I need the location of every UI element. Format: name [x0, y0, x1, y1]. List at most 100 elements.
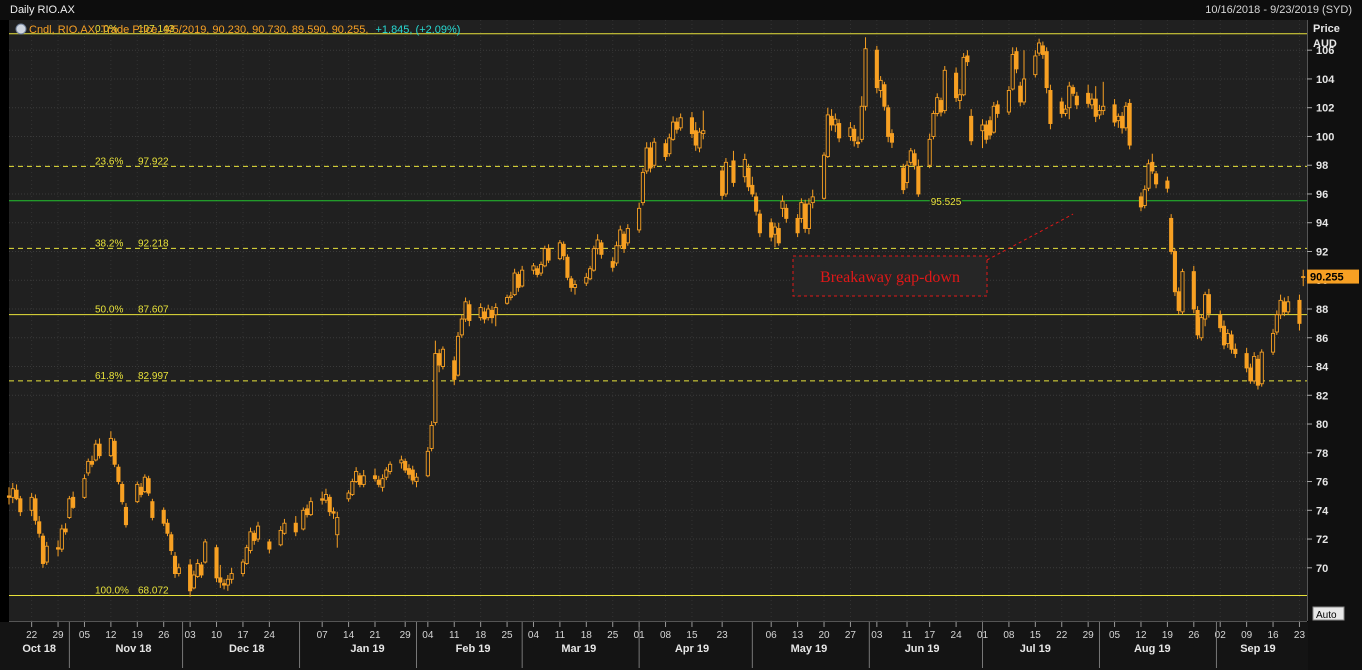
date-tick-label: 25 — [502, 630, 514, 641]
candle-body — [780, 200, 785, 209]
price-tick-label: 102 — [1316, 103, 1334, 115]
candle — [6, 487, 12, 505]
candle-body — [89, 460, 95, 465]
candle — [1006, 86, 1011, 115]
candle-body — [1278, 299, 1283, 316]
candle-body — [327, 496, 332, 513]
candle-body — [689, 117, 695, 135]
candle-body — [821, 154, 827, 199]
candle-body — [516, 274, 521, 288]
candle-body — [531, 265, 536, 271]
candle — [561, 241, 566, 261]
candle-body — [176, 567, 181, 575]
candle — [1123, 101, 1128, 131]
auto-scale-button[interactable]: Auto — [1312, 606, 1345, 621]
candle-body — [1116, 115, 1121, 122]
candle — [1252, 352, 1257, 384]
auto-button-label[interactable]: Auto — [1316, 610, 1337, 621]
price-tick-label: 76 — [1316, 477, 1328, 489]
month-label: Nov 18 — [115, 643, 151, 655]
candle — [927, 133, 932, 169]
candle — [59, 524, 64, 552]
candle-body — [1101, 105, 1106, 112]
candle — [599, 239, 604, 259]
candle-body — [505, 297, 510, 304]
candle — [980, 119, 985, 148]
date-range[interactable]: 10/16/2018 - 9/23/2019 (SYD) — [1205, 4, 1352, 16]
candle — [252, 530, 257, 545]
candle-body — [93, 443, 98, 461]
legend-change: +1.845, (+2.09%) — [375, 24, 460, 36]
candle — [863, 37, 868, 111]
candle-body — [135, 483, 140, 503]
candle-body — [508, 295, 513, 298]
candle-body — [150, 501, 155, 518]
date-tick-label: 22 — [26, 630, 38, 641]
candle — [225, 574, 230, 591]
candle-body — [1074, 95, 1079, 106]
candle-body — [599, 242, 604, 255]
annotation-pointer — [986, 213, 1074, 261]
candle — [218, 564, 223, 588]
candle-body — [1071, 87, 1076, 94]
candle — [331, 507, 336, 519]
candle-body — [67, 498, 72, 518]
candle-body — [542, 248, 547, 267]
candle — [720, 166, 725, 200]
candle-body — [191, 574, 196, 589]
candle — [354, 467, 359, 483]
candle-body — [769, 222, 774, 238]
candle-body — [610, 261, 615, 268]
candle — [652, 137, 657, 169]
candle — [693, 122, 698, 151]
date-tick-label: 07 — [317, 630, 329, 641]
candle — [535, 265, 540, 278]
candle-body — [71, 496, 76, 508]
candle — [1063, 104, 1068, 117]
candle — [995, 100, 1000, 118]
candle-body — [255, 525, 261, 540]
candle — [987, 116, 993, 140]
annotation-box[interactable] — [792, 255, 988, 297]
candle-body — [878, 79, 883, 91]
candle — [625, 224, 630, 246]
candle — [610, 257, 615, 272]
candle-body — [308, 501, 313, 516]
date-tick-label: 14 — [343, 630, 355, 641]
candle-body — [478, 307, 483, 319]
candle-body — [742, 159, 747, 178]
candle-body — [693, 130, 698, 146]
candle-body — [229, 573, 234, 580]
candle-body — [874, 49, 879, 89]
candle-body — [403, 460, 408, 471]
candle — [1146, 159, 1151, 192]
candle-body — [969, 115, 974, 142]
candle — [1221, 320, 1227, 350]
candle-body — [425, 450, 430, 477]
candle — [82, 474, 87, 499]
date-tick-label: 21 — [369, 630, 381, 641]
candle-body — [904, 164, 910, 183]
legend-icon[interactable] — [15, 23, 27, 35]
date-tick-label: 23 — [1294, 630, 1306, 641]
candle-body — [889, 133, 894, 143]
candle-body — [123, 506, 129, 526]
candle — [508, 291, 513, 301]
candle — [689, 112, 695, 138]
candle-body — [776, 228, 781, 244]
fib-pct-label: 50.0% — [95, 305, 123, 316]
candle — [1206, 288, 1211, 318]
candle-body — [350, 481, 355, 495]
candle-body — [667, 137, 672, 155]
candle-body — [931, 113, 936, 137]
candle — [399, 455, 404, 469]
candles — [6, 37, 1306, 597]
candle — [618, 225, 623, 249]
candle — [323, 488, 329, 504]
candle — [1010, 47, 1015, 91]
candle — [1116, 113, 1121, 128]
candle — [1138, 192, 1144, 212]
auto-button-box[interactable] — [1312, 606, 1345, 621]
candle-body — [56, 547, 61, 550]
candle-body — [565, 256, 570, 278]
